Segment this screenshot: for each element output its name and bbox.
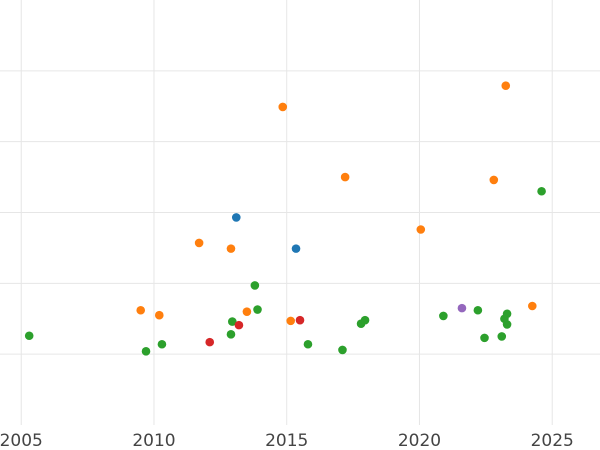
data-point	[234, 320, 244, 330]
x-tick-label: 2005	[0, 431, 43, 450]
data-point	[157, 339, 167, 349]
data-point	[439, 311, 448, 321]
data-point	[253, 305, 262, 314]
data-point	[502, 309, 512, 319]
x-tick-label: 2010	[132, 431, 175, 450]
data-point	[528, 301, 537, 311]
data-point	[205, 337, 215, 347]
x-tick-label: 2015	[265, 431, 308, 450]
data-point	[194, 238, 204, 248]
data-point	[416, 225, 426, 234]
data-point	[226, 330, 236, 339]
data-point	[286, 316, 296, 326]
x-tick-label: 2020	[398, 431, 441, 450]
data-point	[242, 307, 252, 316]
data-point	[497, 332, 507, 341]
data-point	[473, 305, 483, 315]
data-point	[303, 339, 313, 349]
data-point	[24, 331, 34, 341]
data-point	[231, 213, 241, 222]
data-point	[141, 347, 151, 356]
data-point	[226, 244, 236, 253]
data-point	[295, 315, 305, 325]
data-points	[24, 81, 546, 356]
y-gridlines	[0, 70, 600, 355]
data-point	[136, 305, 146, 315]
data-point	[501, 81, 511, 91]
data-point	[489, 175, 499, 185]
data-point	[457, 303, 467, 313]
data-point	[340, 172, 350, 182]
data-point	[250, 281, 260, 290]
data-point	[338, 345, 347, 355]
data-point	[360, 315, 370, 325]
data-point	[502, 320, 512, 329]
x-tick-label: 2025	[531, 431, 574, 450]
data-point	[228, 317, 237, 326]
x-tick-labels: 2005 2010 2015 2020 2025	[0, 431, 574, 450]
data-point	[537, 186, 546, 196]
data-point	[278, 102, 288, 112]
data-point	[154, 310, 164, 320]
data-point	[291, 244, 301, 253]
data-point	[480, 333, 489, 343]
